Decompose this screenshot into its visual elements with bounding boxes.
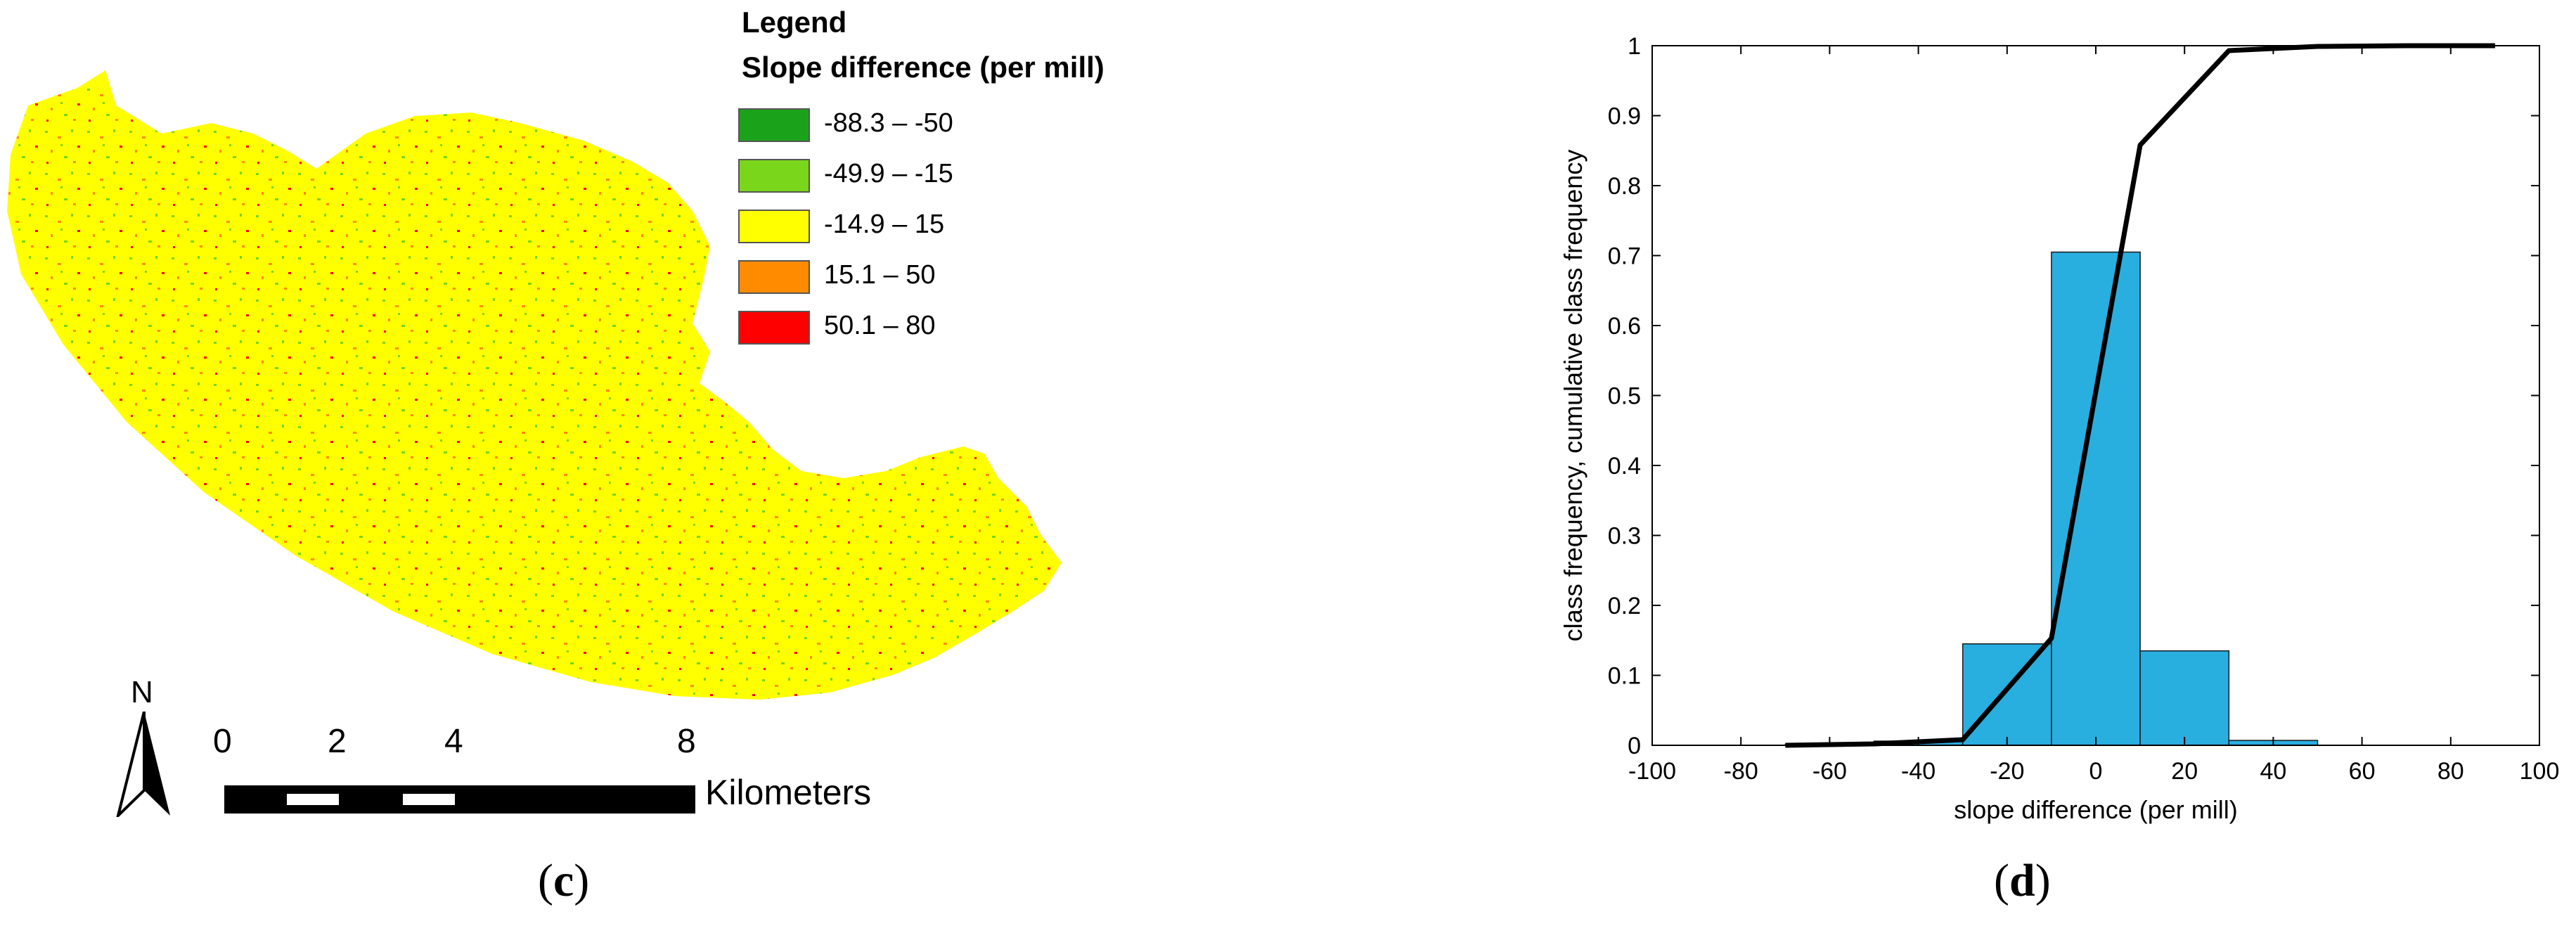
x-tick-label: 60 [2349,758,2376,785]
histogram-bar [2051,251,2141,746]
x-tick-label: -80 [1724,758,1758,785]
histogram-chart: -100 -80 -60 -40 -20 0 20 40 60 80 100 00.10.20.30… [1559,33,2559,824]
scale-tick-4: 4 [444,723,463,760]
caption-close: ) [2035,855,2051,906]
legend-item: 15.1 – 50 [738,257,1033,297]
bars-layer [1784,251,2319,746]
y-tick-label: 0.9 [1608,103,1641,130]
legend-swatch [738,108,810,142]
x-tick-label: -40 [1901,758,1936,785]
north-arrow-icon [116,712,170,817]
legend-swatch [738,210,810,243]
scale-unit: Kilometers [705,773,872,812]
legend-title: Legend [742,6,847,39]
scale-tick-8: 8 [677,723,696,760]
north-label: N [131,675,153,709]
x-tick-label: -60 [1812,758,1847,785]
legend-swatch [738,159,810,193]
x-tick-label: 80 [2437,758,2464,785]
legend-swatch [738,260,810,294]
x-tick-label: 40 [2260,758,2286,785]
panel-caption-d: (d) [1994,854,2051,908]
caption-open: ( [1994,855,2009,906]
x-tick-label: 0 [2089,758,2103,785]
x-axis-label: slope difference (per mill) [1954,795,2238,824]
legend-label: -88.3 – -50 [824,108,953,138]
x-ticks: -100 -80 -60 -40 -20 0 20 40 60 80 100 [1628,46,2559,785]
scale-tick-0: 0 [213,723,232,760]
y-tick-label: 0.6 [1608,313,1641,340]
y-tick-label: 1 [1628,33,1641,60]
legend-subtitle: Slope difference (per mill) [742,51,1105,84]
y-tick-label: 0.8 [1608,173,1641,200]
x-tick-label: -100 [1628,758,1676,785]
histogram-bar [1962,643,2052,746]
panel-caption-c: (c) [538,854,589,908]
y-tick-label: 0.7 [1608,243,1641,270]
caption-close: ) [574,855,590,906]
y-axis-label: class frequency, cumulative class freque… [1559,150,1588,642]
x-tick-label: 100 [2520,758,2560,785]
x-tick-label: 20 [2171,758,2198,785]
legend-label: -49.9 – -15 [824,159,953,188]
y-tick-label: 0.2 [1608,593,1641,619]
legend-item: -14.9 – 15 [738,207,1033,246]
legend-label: -14.9 – 15 [824,210,945,239]
caption-open: ( [538,855,553,906]
y-tick-label: 0.4 [1608,453,1641,480]
legend-item: 50.1 – 80 [738,308,1033,347]
y-tick-label: 0.1 [1608,663,1641,690]
scale-tick-2: 2 [328,723,347,760]
x-tick-label: -20 [1990,758,2024,785]
study-area-region [7,70,1062,700]
legend-item: -49.9 – -15 [738,156,1033,195]
map-panel: Legend Slope difference (per mill) -88.3… [0,0,1266,922]
map-canvas [7,70,1062,700]
y-tick-label: 0.5 [1608,383,1641,410]
legend-label: 15.1 – 50 [824,260,936,290]
scale-bar [224,785,695,814]
legend-swatch [738,311,810,345]
caption-letter: c [553,855,574,906]
y-tick-label: 0.3 [1608,523,1641,550]
y-tick-label: 0 [1628,733,1641,759]
histogram-bar [2139,650,2230,746]
caption-letter: d [2009,855,2035,906]
legend-item: -88.3 – -50 [738,105,1033,145]
chart-panel: -100 -80 -60 -40 -20 0 20 40 60 80 100 0 0.1 0.2 0.3 0… [1371,0,2576,922]
y-ticks: 0 0.1 0.2 0.3 0.4 0.5 0.6 0.7 0.8 0.9 1 [1608,33,2539,759]
legend-label: 50.1 – 80 [824,311,936,340]
